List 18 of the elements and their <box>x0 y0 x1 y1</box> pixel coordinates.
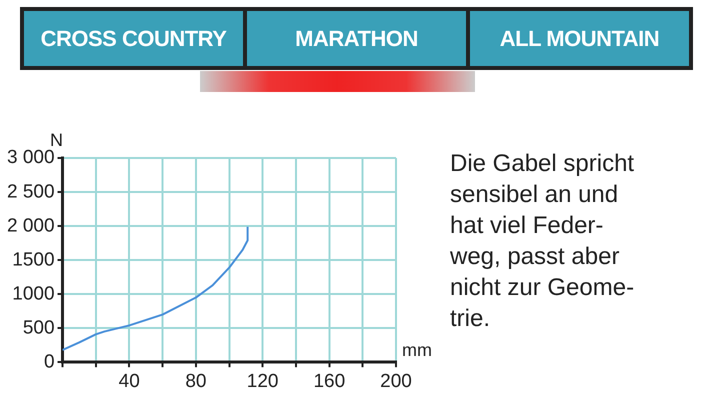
y-tick-label: 1000 <box>12 283 55 304</box>
y-tick-label: 2 000 <box>7 215 55 236</box>
x-axis-title: mm <box>402 340 432 360</box>
y-tick-label: 0 <box>44 351 55 372</box>
x-tick-label: 40 <box>118 370 140 392</box>
x-tick-label: 200 <box>380 370 412 392</box>
text: ALL MOUNTAIN <box>470 11 689 66</box>
y-tick-label: 2 500 <box>7 181 55 202</box>
y-tick-label: 3 000 <box>7 147 55 168</box>
x-tick-label: 80 <box>185 370 206 392</box>
y-tick-label: 500 <box>22 317 55 338</box>
y-axis-title: N <box>50 130 64 150</box>
text: CROSS COUNTRY <box>24 11 243 66</box>
y-tick-label: 1500 <box>12 249 55 270</box>
x-tick-label: 160 <box>313 370 346 392</box>
x-tick-label: 120 <box>246 370 278 392</box>
text: Die Gabel spricht sensibel an und hat viel Feder- weg, passt aber nicht zur Geome- trie. <box>450 149 634 334</box>
text: MARATHON <box>247 11 466 66</box>
